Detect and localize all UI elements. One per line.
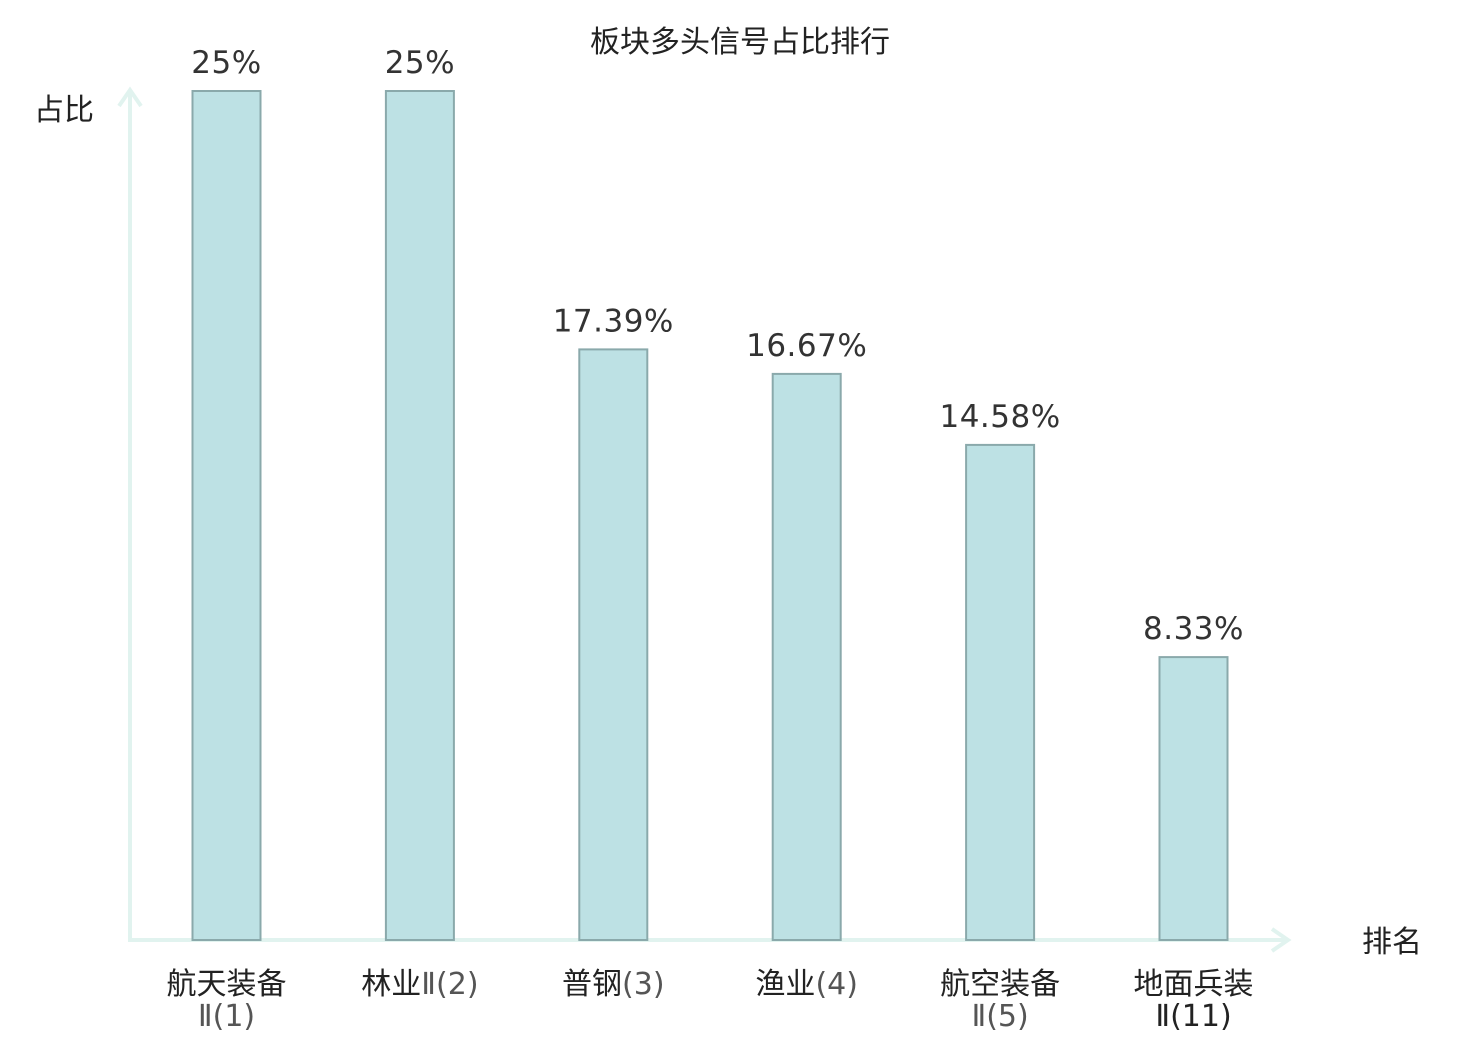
y-axis-arrow-icon bbox=[117, 86, 143, 108]
data-labels: 25% 25% 17.39% 16.67% 14.58% 8.33% bbox=[191, 45, 1244, 647]
bar-3 bbox=[578, 348, 649, 941]
category-label-2: 林业Ⅱ(2) bbox=[361, 967, 478, 1002]
category-label-6: 地面兵装 Ⅱ(11) bbox=[1134, 967, 1254, 1034]
bar-6 bbox=[1158, 656, 1229, 941]
y-axis bbox=[117, 86, 143, 940]
y-axis-label: 占比 bbox=[34, 93, 94, 128]
x-axis bbox=[128, 927, 1292, 953]
x-axis-arrow-icon bbox=[1270, 927, 1292, 953]
x-axis-label: 排名 bbox=[1362, 925, 1422, 960]
category-label-4: 渔业(4) bbox=[755, 967, 858, 1002]
data-label-6: 8.33% bbox=[1143, 611, 1244, 647]
data-label-1: 25% bbox=[191, 45, 261, 81]
bars bbox=[191, 90, 1229, 941]
category-labels: 航天装备 Ⅱ(1) 林业Ⅱ(2) 普钢(3) 渔业(4) 航空装备 Ⅱ(5) 地面兵装 Ⅱ(11… bbox=[167, 967, 1254, 1034]
chart-title: 板块多头信号占比排行 bbox=[590, 25, 890, 60]
bar-4 bbox=[771, 372, 842, 941]
bar-2 bbox=[384, 90, 455, 941]
bar-1 bbox=[191, 90, 262, 941]
category-label-3: 普钢(3) bbox=[562, 967, 665, 1002]
data-label-2: 25% bbox=[385, 45, 455, 81]
data-label-3: 17.39% bbox=[553, 303, 674, 339]
data-label-5: 14.58% bbox=[939, 399, 1060, 435]
data-label-4: 16.67% bbox=[746, 328, 867, 364]
bar-5 bbox=[965, 443, 1036, 941]
category-label-1: 航天装备 Ⅱ(1) bbox=[167, 967, 287, 1034]
category-label-5: 航空装备 Ⅱ(5) bbox=[940, 967, 1060, 1034]
